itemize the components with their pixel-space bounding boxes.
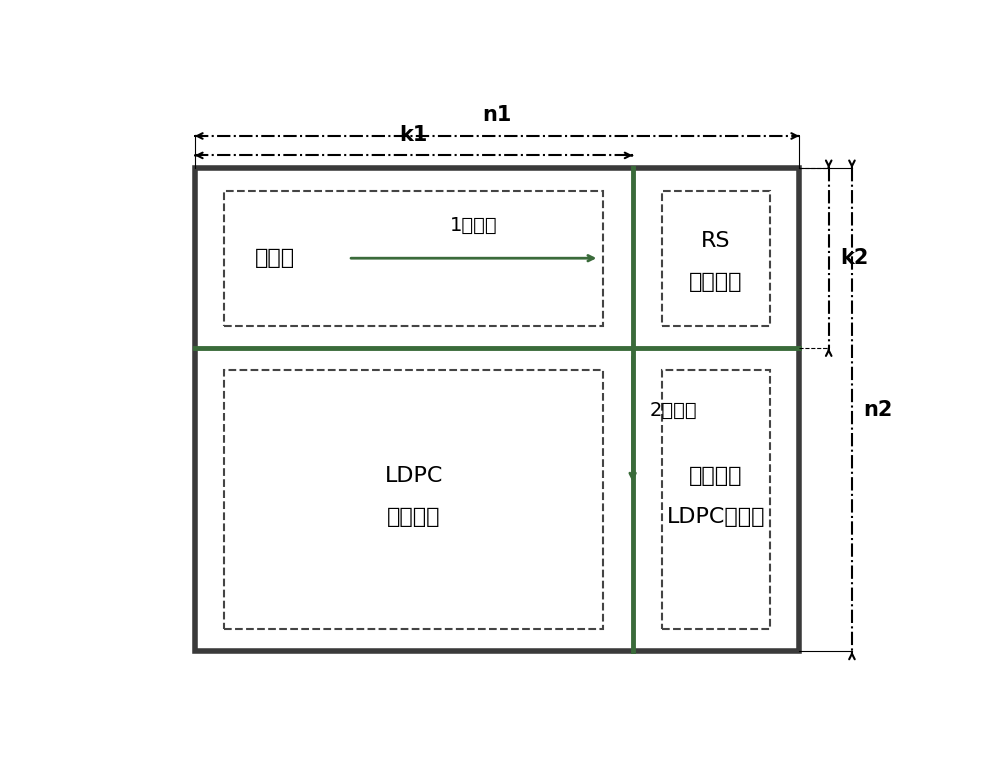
Text: k1: k1 [400, 125, 428, 145]
Text: 信息位: 信息位 [255, 248, 295, 269]
Text: k2: k2 [840, 248, 869, 269]
Text: LDPC校验位: LDPC校验位 [667, 507, 765, 527]
Bar [224, 370, 603, 629]
Bar [224, 190, 603, 326]
Text: n1: n1 [482, 106, 512, 125]
Text: LDPC: LDPC [384, 466, 443, 486]
Text: 1次编码: 1次编码 [450, 216, 498, 235]
Bar [662, 370, 770, 629]
FancyBboxPatch shape [195, 168, 799, 652]
Text: n2: n2 [864, 400, 893, 420]
Text: 行校验位: 行校验位 [689, 272, 743, 291]
Text: 2次编码: 2次编码 [650, 401, 697, 420]
Text: 校验位的: 校验位的 [689, 466, 743, 486]
Text: RS: RS [701, 230, 731, 250]
Text: 列校验位: 列校验位 [387, 507, 440, 527]
Bar [662, 190, 770, 326]
